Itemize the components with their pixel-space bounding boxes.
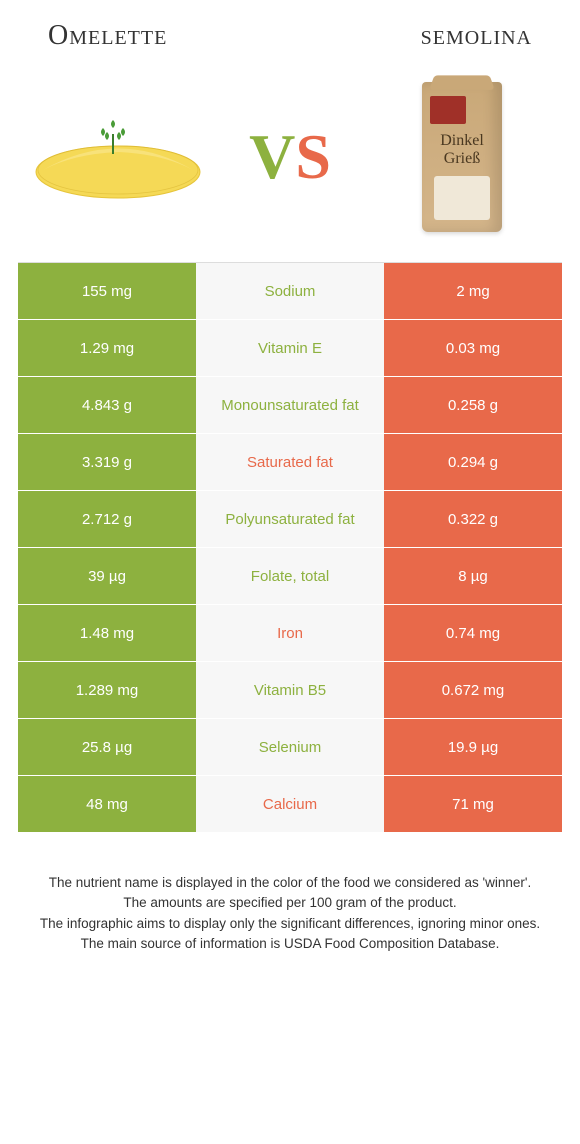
- cell-nutrient-label: Sodium: [196, 263, 384, 319]
- footer-line: The nutrient name is displayed in the co…: [28, 873, 552, 893]
- cell-left-value: 48 mg: [18, 776, 196, 832]
- table-row: 4.843 gMonounsaturated fat0.258 g: [18, 377, 562, 434]
- cell-right-value: 0.74 mg: [384, 605, 562, 661]
- header: Omelette semolina: [18, 20, 562, 62]
- cell-left-value: 3.319 g: [18, 434, 196, 490]
- table-row: 25.8 µgSelenium19.9 µg: [18, 719, 562, 776]
- cell-right-value: 19.9 µg: [384, 719, 562, 775]
- footer-line: The infographic aims to display only the…: [28, 914, 552, 934]
- table-row: 2.712 gPolyunsaturated fat0.322 g: [18, 491, 562, 548]
- table-row: 155 mgSodium2 mg: [18, 263, 562, 320]
- cell-left-value: 1.29 mg: [18, 320, 196, 376]
- footer-line: The amounts are specified per 100 gram o…: [28, 893, 552, 913]
- cell-right-value: 0.672 mg: [384, 662, 562, 718]
- cell-left-value: 155 mg: [18, 263, 196, 319]
- omelette-image: [28, 87, 208, 227]
- table-row: 1.289 mgVitamin B50.672 mg: [18, 662, 562, 719]
- footer-line: The main source of information is USDA F…: [28, 934, 552, 954]
- images-row: VS Dinkel Grieß: [18, 62, 562, 262]
- cell-nutrient-label: Vitamin E: [196, 320, 384, 376]
- cell-left-value: 4.843 g: [18, 377, 196, 433]
- title-right: semolina: [421, 20, 532, 52]
- semolina-image: Dinkel Grieß: [372, 87, 552, 227]
- cell-left-value: 39 µg: [18, 548, 196, 604]
- cell-left-value: 1.289 mg: [18, 662, 196, 718]
- cell-nutrient-label: Calcium: [196, 776, 384, 832]
- cell-right-value: 0.03 mg: [384, 320, 562, 376]
- cell-nutrient-label: Saturated fat: [196, 434, 384, 490]
- cell-right-value: 2 mg: [384, 263, 562, 319]
- table-row: 48 mgCalcium71 mg: [18, 776, 562, 833]
- vs-label: VS: [249, 120, 331, 194]
- bag-text-1: Dinkel: [422, 132, 502, 150]
- cell-right-value: 71 mg: [384, 776, 562, 832]
- cell-right-value: 0.322 g: [384, 491, 562, 547]
- table-row: 1.29 mgVitamin E0.03 mg: [18, 320, 562, 377]
- vs-v: V: [249, 121, 295, 192]
- cell-right-value: 0.258 g: [384, 377, 562, 433]
- table-row: 39 µgFolate, total8 µg: [18, 548, 562, 605]
- cell-nutrient-label: Polyunsaturated fat: [196, 491, 384, 547]
- title-left: Omelette: [48, 20, 167, 52]
- footer-notes: The nutrient name is displayed in the co…: [18, 873, 562, 954]
- cell-right-value: 8 µg: [384, 548, 562, 604]
- cell-nutrient-label: Monounsaturated fat: [196, 377, 384, 433]
- table-row: 1.48 mgIron0.74 mg: [18, 605, 562, 662]
- cell-nutrient-label: Vitamin B5: [196, 662, 384, 718]
- cell-left-value: 25.8 µg: [18, 719, 196, 775]
- cell-right-value: 0.294 g: [384, 434, 562, 490]
- cell-left-value: 1.48 mg: [18, 605, 196, 661]
- cell-left-value: 2.712 g: [18, 491, 196, 547]
- vs-s: S: [295, 121, 331, 192]
- nutrient-table: 155 mgSodium2 mg1.29 mgVitamin E0.03 mg4…: [18, 262, 562, 833]
- table-row: 3.319 gSaturated fat0.294 g: [18, 434, 562, 491]
- cell-nutrient-label: Selenium: [196, 719, 384, 775]
- bag-text-2: Grieß: [422, 150, 502, 168]
- cell-nutrient-label: Folate, total: [196, 548, 384, 604]
- cell-nutrient-label: Iron: [196, 605, 384, 661]
